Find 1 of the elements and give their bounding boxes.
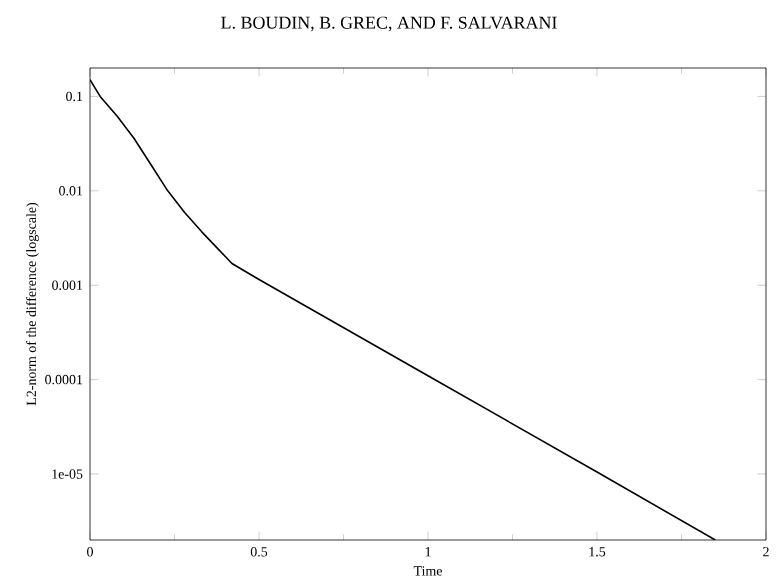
text: L. BOUDIN, B. GREC, AND F. SALVARANI xyxy=(221,16,557,32)
